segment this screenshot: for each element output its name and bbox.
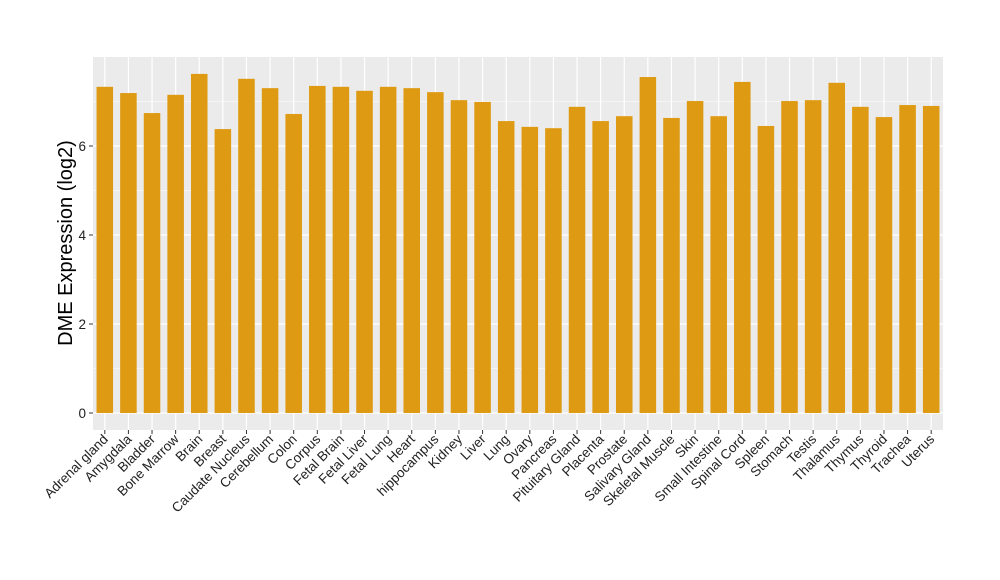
bar	[734, 81, 751, 414]
bar	[474, 101, 491, 413]
bar	[309, 85, 326, 414]
bar	[686, 101, 704, 414]
bar	[568, 106, 586, 413]
bar	[190, 73, 208, 413]
y-tick-label: 2	[78, 317, 86, 332]
y-tick-label: 0	[78, 406, 86, 421]
bar	[285, 113, 302, 414]
bar	[356, 90, 373, 413]
x-tick-label: Liver	[457, 431, 489, 463]
bar	[852, 106, 869, 413]
bar	[427, 92, 444, 413]
bar	[521, 126, 539, 414]
bar	[899, 105, 916, 413]
bar	[922, 105, 940, 413]
bar	[875, 117, 893, 413]
y-tick-label: 6	[78, 139, 86, 154]
bar	[167, 94, 184, 413]
bars	[96, 73, 940, 414]
bar	[804, 100, 822, 413]
bar	[497, 121, 515, 413]
bar	[238, 78, 255, 414]
bar	[615, 116, 633, 413]
y-tick-label: 4	[78, 228, 86, 243]
bar	[592, 121, 609, 413]
y-axis-label: DME Expression (log2)	[55, 140, 77, 346]
bar	[663, 117, 680, 413]
bar	[120, 93, 137, 414]
plot-panel	[93, 57, 943, 430]
bar	[450, 100, 468, 413]
bar	[214, 129, 232, 413]
bar	[403, 88, 421, 414]
bar	[545, 128, 562, 413]
bar	[828, 82, 846, 413]
bar	[710, 116, 727, 413]
y-axis: 0 2 4 6	[78, 139, 93, 421]
bar	[261, 88, 279, 414]
bar	[332, 86, 350, 413]
bar	[143, 113, 161, 413]
bar	[639, 77, 657, 414]
bar	[757, 125, 775, 413]
bar	[96, 86, 114, 413]
bar	[379, 86, 397, 413]
bar	[781, 101, 798, 414]
